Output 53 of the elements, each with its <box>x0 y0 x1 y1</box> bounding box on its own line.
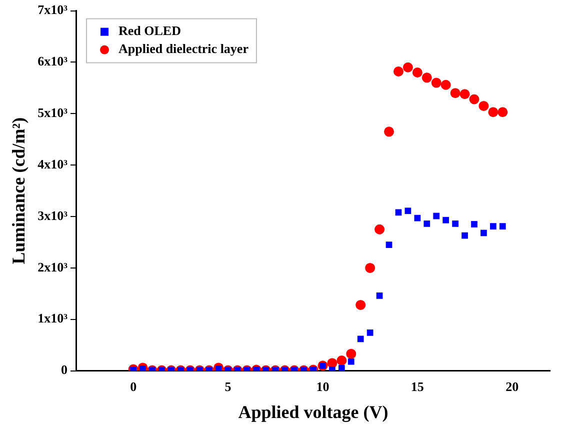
y-axis-title: Luminance (cd/m²) <box>8 117 28 264</box>
y-tick-label: 5x10³ <box>38 105 68 120</box>
y-tick-label: 3x10³ <box>38 208 68 223</box>
point <box>452 220 458 227</box>
point <box>384 126 394 137</box>
point <box>469 94 480 104</box>
x-tick-label: 15 <box>410 378 424 394</box>
point <box>488 107 498 118</box>
point <box>357 336 364 342</box>
y-tick-label: 7x10³ <box>38 2 68 18</box>
point <box>336 356 347 366</box>
x-tick-label: 0 <box>130 378 137 394</box>
point <box>431 78 442 88</box>
point <box>366 330 374 336</box>
x-tick-label: 10 <box>316 378 330 394</box>
legend-label: Red OLED <box>118 23 181 38</box>
point <box>374 224 385 234</box>
point <box>395 209 402 216</box>
legend-label: Applied dielectric layer <box>118 41 249 56</box>
point <box>471 221 478 228</box>
point <box>414 214 421 222</box>
point <box>338 365 345 371</box>
point <box>478 100 489 111</box>
point <box>460 89 470 100</box>
point <box>404 208 412 214</box>
y-tick-label: 4x10³ <box>38 156 68 172</box>
y-tick-label: 1x10³ <box>38 310 68 326</box>
point <box>346 348 356 359</box>
point <box>462 232 468 239</box>
x-axis-title: Applied voltage (V) <box>238 402 388 422</box>
y-tick-label: 6x10³ <box>38 54 68 69</box>
point <box>499 223 506 230</box>
point <box>386 242 392 248</box>
y-tick-label: 0 <box>60 362 68 378</box>
point <box>376 292 383 299</box>
point <box>424 220 430 227</box>
point <box>356 300 366 310</box>
point <box>440 80 451 90</box>
x-tick-label: 20 <box>506 378 519 394</box>
point <box>433 212 440 220</box>
point <box>412 68 422 78</box>
point <box>348 358 354 365</box>
point <box>393 66 404 76</box>
point <box>450 88 460 98</box>
point <box>480 230 487 236</box>
point <box>498 107 508 118</box>
point <box>422 72 432 83</box>
point <box>442 216 450 224</box>
y-tick-label: 2x10³ <box>38 259 68 274</box>
point <box>490 223 496 230</box>
point <box>365 262 376 273</box>
point <box>402 62 413 72</box>
x-tick-label: 5 <box>224 378 232 394</box>
